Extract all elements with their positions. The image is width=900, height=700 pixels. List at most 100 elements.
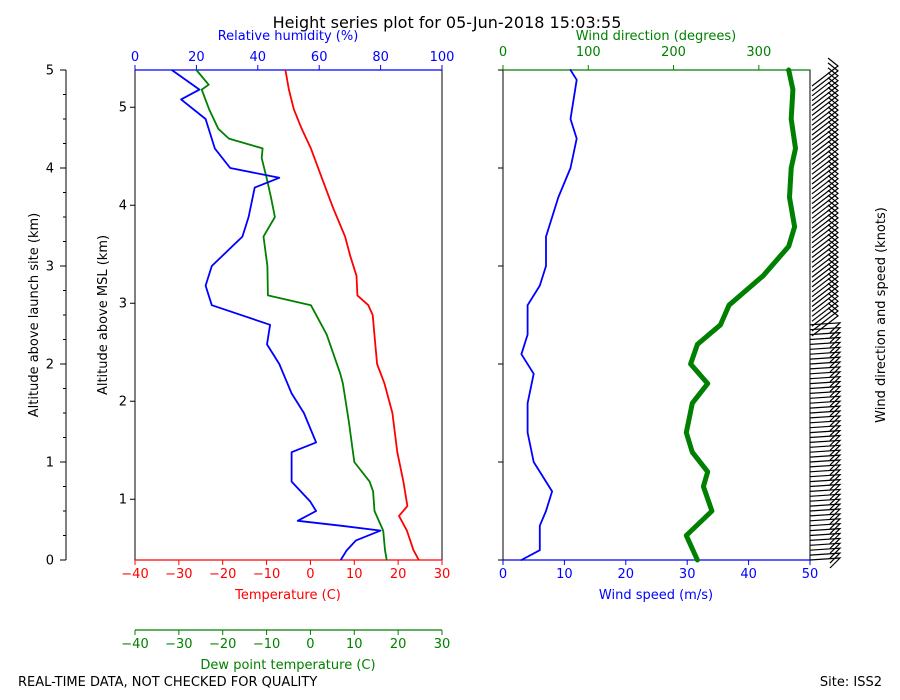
inner-altitude-tick-label: 1	[119, 493, 127, 508]
wind-direction-axis-tick-label: 200	[661, 45, 686, 60]
wind-speed-axis-tick-label: 40	[740, 567, 757, 582]
wind-barb	[809, 331, 842, 344]
wind-barb	[809, 341, 842, 353]
temperature-axis-tick-label: 0	[306, 567, 314, 582]
wind-barb	[809, 557, 842, 569]
temperature-axis-tick-label: 20	[390, 567, 407, 582]
wind-barb	[809, 459, 842, 471]
wind-barb	[809, 508, 842, 520]
dewpoint-axis-tick-label: −30	[165, 637, 192, 652]
wind-barb	[809, 454, 842, 466]
wind-barb	[809, 371, 842, 383]
wind-barb	[809, 552, 842, 564]
wind-barb	[809, 522, 842, 535]
wind-speed-axis-label: Wind speed (m/s)	[599, 588, 713, 603]
humidity-axis-tick-label: 20	[188, 50, 205, 65]
wind-barb	[809, 537, 842, 549]
wind-barb	[809, 478, 842, 491]
wind-barbs-column: Wind direction and speed (knots)	[809, 57, 889, 569]
humidity-axis-tick-label: 0	[131, 50, 139, 65]
outer-altitude-axis: 0 1 2 3 4 5 Altitude above launch site (km)	[27, 64, 67, 569]
wind-barb	[809, 390, 842, 402]
humidity-axis-tick-label: 40	[250, 50, 267, 65]
wind-barb	[811, 57, 839, 87]
wind-speed-axis-tick-label: 50	[802, 567, 819, 582]
inner-altitude-tick-label: 3	[119, 297, 127, 312]
wind-direction-axis-label: Wind direction (degrees)	[576, 29, 736, 44]
wind-barb	[809, 473, 842, 486]
temperature-axis-tick-label: −10	[253, 567, 280, 582]
wind_direction-series-line	[683, 67, 798, 563]
wind-barb	[809, 380, 842, 393]
wind-panel: 0 10 20 30 40 50 0 100 200 300 Wind direction (de…	[498, 29, 818, 603]
wind-speed-axis-tick-label: 0	[499, 567, 507, 582]
wind-barb	[809, 449, 842, 461]
wind-barb	[809, 385, 842, 397]
outer-altitude-tick-label: 2	[46, 358, 54, 373]
temperature-axis-tick-label: 30	[434, 567, 451, 582]
wind-barb	[809, 415, 842, 427]
wind-barb	[809, 429, 842, 442]
dewpoint-axis-label: Dew point temperature (C)	[200, 658, 375, 673]
temperature-axis-tick-label: 10	[346, 567, 363, 582]
wind-barb	[811, 307, 839, 337]
temperature-axis-tick-label: −20	[209, 567, 236, 582]
wind-barb	[811, 302, 839, 332]
humidity-series-line	[171, 69, 382, 561]
wind-barb	[811, 62, 839, 92]
dewpoint-axis-tick-label: 10	[346, 637, 363, 652]
inner-altitude-tick-label: 5	[119, 101, 127, 116]
wind-barb	[809, 395, 842, 407]
wind-barb	[809, 518, 842, 530]
inner-altitude-label: Altitude above MSL (km)	[96, 235, 111, 395]
wind-barb	[809, 498, 842, 510]
wind-barb	[809, 547, 842, 559]
wind-speed-axis-tick-label: 30	[679, 567, 696, 582]
wind-barb	[809, 444, 842, 456]
temperature-axis-label: Temperature (C)	[234, 588, 341, 603]
humidity-axis-tick-label: 80	[372, 50, 389, 65]
footer-data-quality-note: REAL-TIME DATA, NOT CHECKED FOR QUALITY	[18, 675, 317, 690]
outer-altitude-tick-label: 1	[46, 456, 54, 471]
temperature-axis-tick-label: −30	[165, 567, 192, 582]
outer-altitude-tick-label: 4	[46, 162, 54, 177]
wind-barb	[809, 410, 842, 422]
wind-barb	[809, 361, 842, 373]
wind-barb	[809, 503, 842, 515]
inner-altitude-tick-label: 4	[119, 199, 127, 214]
wind-barb	[809, 424, 842, 437]
wind-barb	[809, 493, 842, 505]
outer-altitude-tick-label: 0	[46, 554, 54, 569]
dewpoint-axis-tick-label: −10	[253, 637, 280, 652]
thermo-plot-frame	[134, 69, 443, 561]
wind-barb	[809, 336, 842, 348]
wind-barb	[809, 542, 842, 554]
humidity-axis-tick-label: 60	[311, 50, 328, 65]
wind-barb	[809, 483, 842, 495]
wind-barb	[809, 513, 842, 525]
wind-barb	[809, 532, 842, 544]
dewpoint-axis-tick-label: 0	[306, 637, 314, 652]
outer-altitude-tick-label: 3	[46, 260, 54, 275]
wind-barb	[809, 375, 842, 388]
wind-speed-axis-tick-label: 20	[618, 567, 635, 582]
outer-altitude-tick-label: 5	[46, 64, 54, 79]
humidity-axis-label: Relative humidity (%)	[218, 29, 359, 44]
wind-barb	[809, 420, 842, 432]
wind-speed-axis-tick-label: 10	[556, 567, 573, 582]
humidity-axis-tick-label: 100	[430, 50, 455, 65]
outer-altitude-label: Altitude above launch site (km)	[27, 213, 42, 417]
temperature-series-line	[284, 69, 420, 561]
wind-barb	[809, 400, 842, 412]
wind-barb	[809, 469, 842, 481]
temperature-axis-tick-label: −40	[121, 567, 148, 582]
wind-barb	[809, 488, 842, 500]
wind-barb	[809, 405, 842, 417]
footer-site-label: Site: ISS2	[820, 675, 882, 690]
wind-barb	[809, 439, 842, 451]
wind_speed-series-line	[520, 69, 578, 561]
wind-barb	[809, 527, 842, 540]
dewpoint-series-line	[195, 69, 388, 561]
